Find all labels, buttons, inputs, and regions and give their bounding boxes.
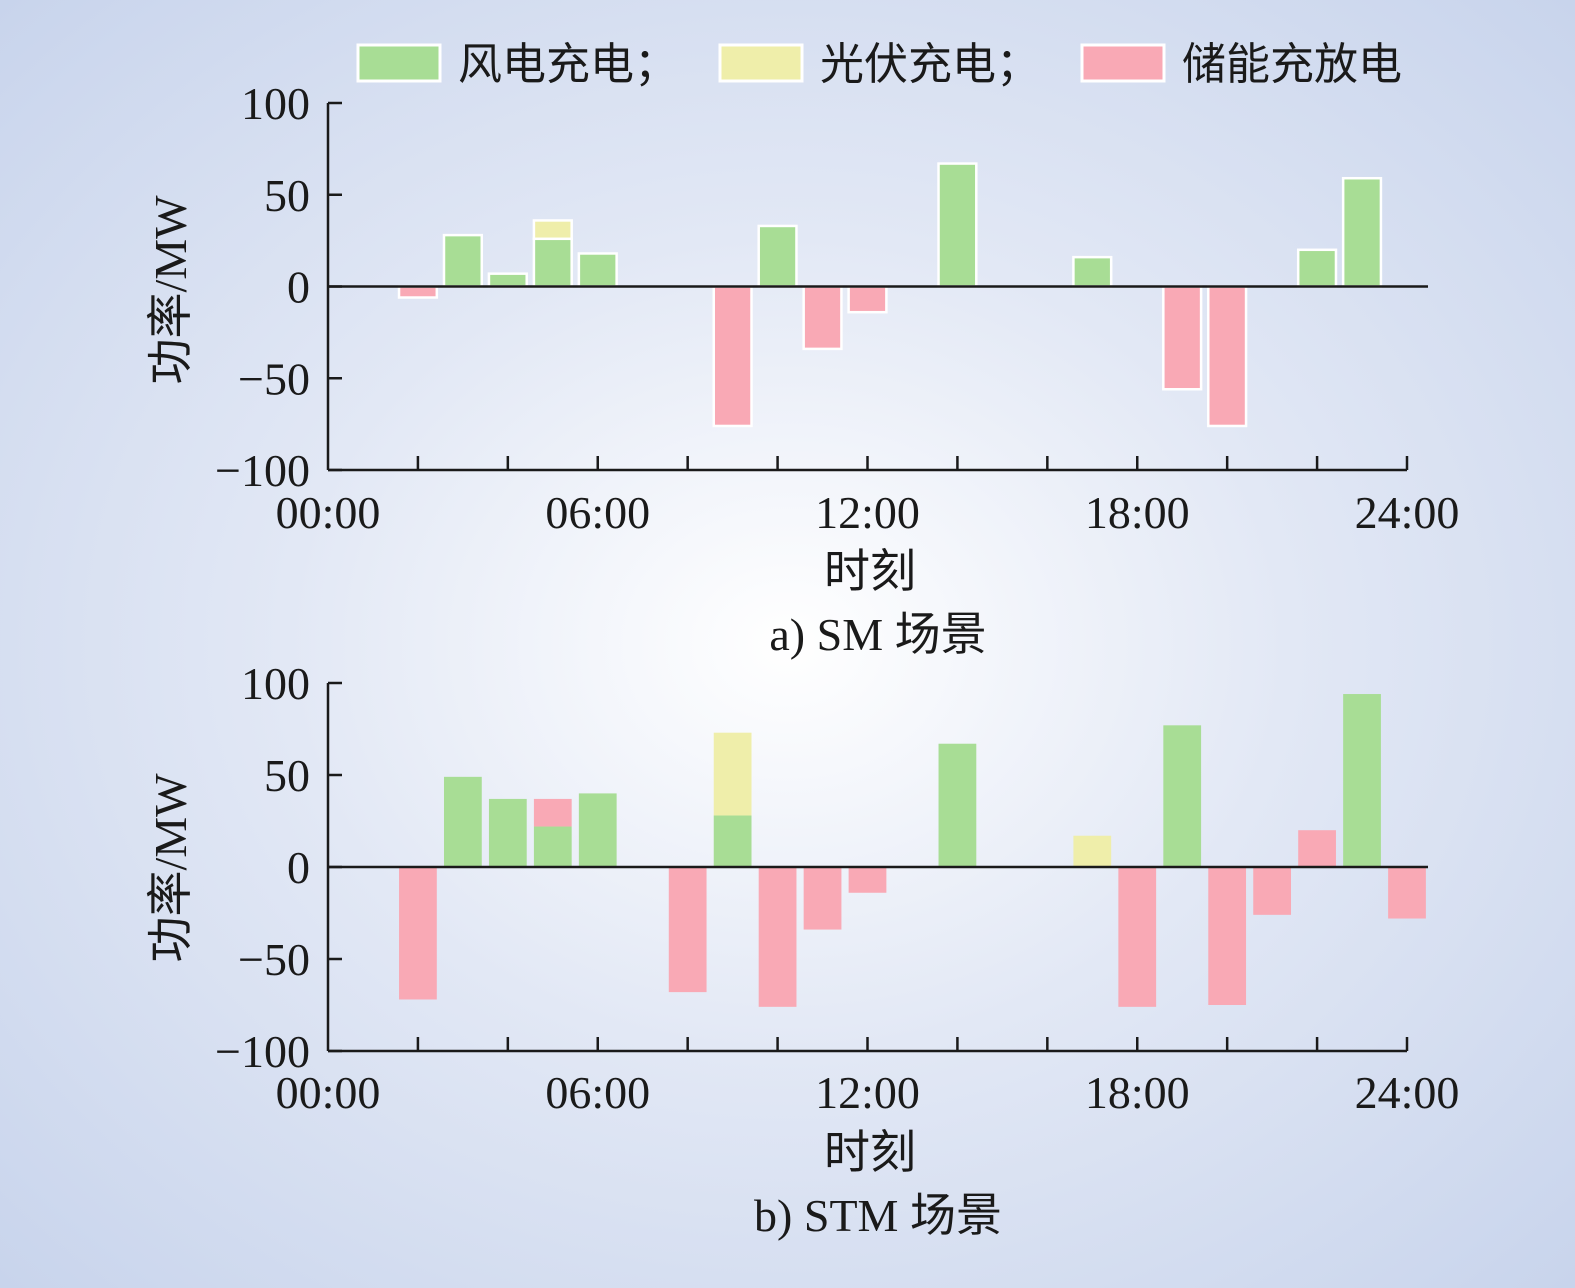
bar-wind-h14 xyxy=(938,743,977,867)
y-tick-label: −100 xyxy=(215,1026,310,1077)
y-axis-title: 功率/MW xyxy=(145,195,196,385)
x-tick-label: 24:00 xyxy=(1355,1067,1460,1118)
bar-storage-h8 xyxy=(668,867,707,993)
bar-storage-h22 xyxy=(1298,830,1336,867)
bar-storage-h21 xyxy=(1253,867,1292,915)
bar-wind-h10 xyxy=(757,224,798,288)
bars-group xyxy=(397,162,1383,428)
bar-storage-h20 xyxy=(1207,285,1248,428)
x-axis-title: 时刻 xyxy=(824,1125,916,1179)
bar-storage-h20 xyxy=(1208,867,1247,1005)
bar-storage-h2 xyxy=(397,285,439,299)
legend-label-1: 光伏充电； xyxy=(820,39,1040,90)
bar-pv-h5 xyxy=(532,219,573,241)
y-tick-label: 100 xyxy=(241,78,310,129)
bar-storage-h18 xyxy=(1118,867,1157,1007)
bar-storage-h10 xyxy=(758,867,797,1007)
legend-swatch-1 xyxy=(718,43,804,83)
y-tick-label: −50 xyxy=(238,353,310,404)
bar-storage-h2 xyxy=(399,867,437,1000)
x-tick-label: 24:00 xyxy=(1355,487,1460,538)
bar-wind-h3 xyxy=(442,233,484,288)
bar-wind-h3 xyxy=(443,776,482,867)
y-axis-title: 功率/MW xyxy=(145,773,196,963)
bar-wind-h5 xyxy=(532,237,573,288)
x-tick-label: 06:00 xyxy=(545,487,650,538)
bar-storage-h5 xyxy=(533,798,572,827)
bar-wind-h23 xyxy=(1341,176,1383,288)
bar-wind-h6 xyxy=(578,793,617,867)
bar-pv-h17 xyxy=(1073,835,1112,867)
bar-storage-h9 xyxy=(712,285,753,428)
legend-label-0: 风电充电； xyxy=(458,39,678,90)
y-tick-label: 0 xyxy=(287,842,310,893)
y-tick-label: −100 xyxy=(215,445,310,496)
bar-wind-h22 xyxy=(1296,248,1338,288)
panel-caption: a) SM 场景 xyxy=(769,609,986,660)
bar-wind-h19 xyxy=(1163,725,1202,867)
bar-storage-h12 xyxy=(847,285,888,314)
bar-wind-h17 xyxy=(1072,255,1113,288)
bar-storage-h24 xyxy=(1388,867,1426,919)
y-tick-label: 50 xyxy=(264,750,310,801)
legend-swatch-0 xyxy=(356,43,442,83)
bar-wind-h5 xyxy=(533,826,572,867)
x-tick-label: 00:00 xyxy=(276,487,381,538)
y-tick-label: 50 xyxy=(264,170,310,221)
bar-pv-h9 xyxy=(713,732,752,816)
bar-storage-h11 xyxy=(803,867,842,930)
bar-wind-h6 xyxy=(577,252,618,288)
y-tick-label: 100 xyxy=(241,658,310,709)
bars-group xyxy=(399,694,1426,1007)
legend-label-2: 储能充放电 xyxy=(1182,39,1402,90)
panel-caption: b) STM 场景 xyxy=(754,1190,1002,1241)
x-tick-label: 12:00 xyxy=(815,487,920,538)
bar-wind-h4 xyxy=(487,272,528,288)
bar-storage-h11 xyxy=(802,285,843,351)
axes-group xyxy=(326,681,1428,1053)
y-tick-label: −50 xyxy=(238,934,310,985)
bar-storage-h12 xyxy=(848,867,887,893)
y-tick-label: 0 xyxy=(287,262,310,313)
axes-group xyxy=(326,101,1428,472)
x-tick-label: 12:00 xyxy=(815,1067,920,1118)
bar-wind-h4 xyxy=(488,798,527,867)
legend-swatch-2 xyxy=(1080,43,1166,83)
x-tick-label: 00:00 xyxy=(276,1067,381,1118)
x-tick-label: 18:00 xyxy=(1085,1067,1190,1118)
bar-storage-h19 xyxy=(1162,285,1203,391)
x-tick-label: 06:00 xyxy=(545,1067,650,1118)
bar-wind-h9 xyxy=(713,815,752,867)
bar-wind-h14 xyxy=(937,162,978,288)
legend: 风电充电； 光伏充电； 储能充放电 xyxy=(356,39,1402,90)
x-tick-label: 18:00 xyxy=(1085,487,1190,538)
bar-wind-h23 xyxy=(1343,694,1381,867)
x-axis-title: 时刻 xyxy=(824,544,916,598)
